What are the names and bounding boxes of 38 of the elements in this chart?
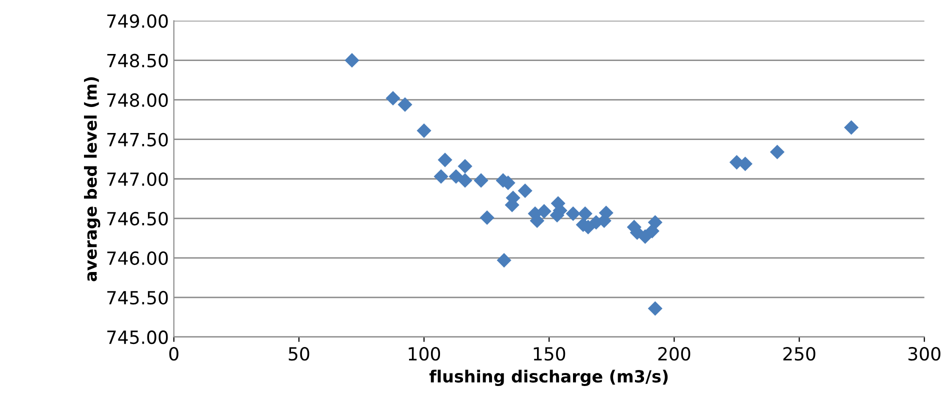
- y-tick-label: 748.50: [107, 54, 168, 68]
- point: [648, 215, 662, 230]
- x-tick-label: 50: [288, 347, 310, 361]
- point: [458, 158, 472, 174]
- point: [458, 173, 472, 188]
- point: [770, 144, 785, 160]
- point: [518, 183, 532, 198]
- y-tick-label: 748.00: [107, 93, 168, 107]
- point: [416, 123, 432, 138]
- point: [480, 210, 494, 225]
- point: [434, 169, 448, 184]
- y-axis-title: average bed level (m): [84, 77, 100, 282]
- x-tick-label: 200: [658, 347, 690, 361]
- point: [566, 206, 580, 221]
- point: [448, 169, 464, 184]
- x-tick-label: 100: [408, 347, 440, 361]
- y-tick-label: 749.00: [107, 14, 168, 28]
- y-tick-label: 747.50: [107, 132, 168, 146]
- point: [438, 152, 452, 168]
- y-tick-label: 745.00: [107, 330, 168, 344]
- x-axis-title: flushing discharge (m3/s): [429, 370, 668, 386]
- x-tick-label: 0: [169, 347, 178, 361]
- y-tick-label: 747.00: [107, 172, 168, 186]
- point: [578, 206, 592, 221]
- point: [474, 173, 488, 188]
- point: [496, 253, 512, 268]
- point: [398, 97, 412, 112]
- x-tick-label: 300: [908, 347, 940, 361]
- y-tick-label: 746.00: [107, 251, 168, 266]
- y-tick-label: 745.50: [107, 290, 168, 305]
- point: [844, 120, 859, 135]
- y-tick-label: 746.50: [107, 212, 168, 226]
- point: [536, 204, 552, 219]
- point: [648, 301, 662, 316]
- point: [344, 53, 360, 68]
- point: [386, 90, 400, 106]
- x-tick-label: 150: [534, 347, 566, 361]
- x-tick-label: 250: [783, 347, 816, 361]
